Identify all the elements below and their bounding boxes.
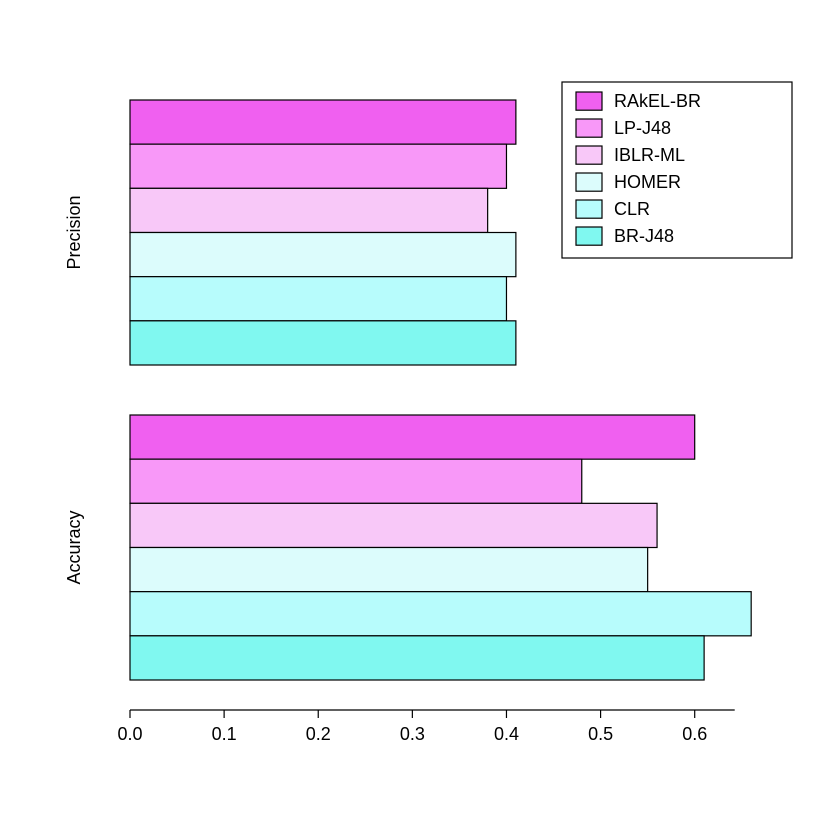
legend-label: BR-J48 xyxy=(614,226,674,246)
bar xyxy=(130,144,506,188)
bar xyxy=(130,415,695,459)
category-label: Precision xyxy=(64,195,84,269)
legend: RAkEL-BR LP-J48 IBLR-ML HOMER CLR BR-J48 xyxy=(562,82,792,258)
bar xyxy=(130,321,516,365)
x-tick-label: 0.6 xyxy=(682,724,707,744)
legend-label: HOMER xyxy=(614,172,681,192)
bar xyxy=(130,503,657,547)
bar xyxy=(130,636,704,680)
bar xyxy=(130,548,648,592)
legend-swatch xyxy=(576,173,602,191)
bar xyxy=(130,277,506,321)
legend-label: RAkEL-BR xyxy=(614,91,701,111)
legend-swatch xyxy=(576,119,602,137)
x-tick-label: 0.4 xyxy=(494,724,519,744)
bar xyxy=(130,188,488,232)
bar xyxy=(130,592,751,636)
legend-swatch xyxy=(576,146,602,164)
legend-swatch xyxy=(576,200,602,218)
legend-label: LP-J48 xyxy=(614,118,671,138)
bar xyxy=(130,459,582,503)
x-tick-label: 0.1 xyxy=(212,724,237,744)
x-tick-label: 0.2 xyxy=(306,724,331,744)
x-tick-label: 0.5 xyxy=(588,724,613,744)
legend-swatch xyxy=(576,92,602,110)
bar xyxy=(130,233,516,277)
bar xyxy=(130,100,516,144)
x-tick-label: 0.3 xyxy=(400,724,425,744)
legend-label: IBLR-ML xyxy=(614,145,685,165)
x-tick-label: 0.0 xyxy=(117,724,142,744)
legend-label: CLR xyxy=(614,199,650,219)
legend-swatch xyxy=(576,227,602,245)
category-label: Accuracy xyxy=(64,510,84,584)
